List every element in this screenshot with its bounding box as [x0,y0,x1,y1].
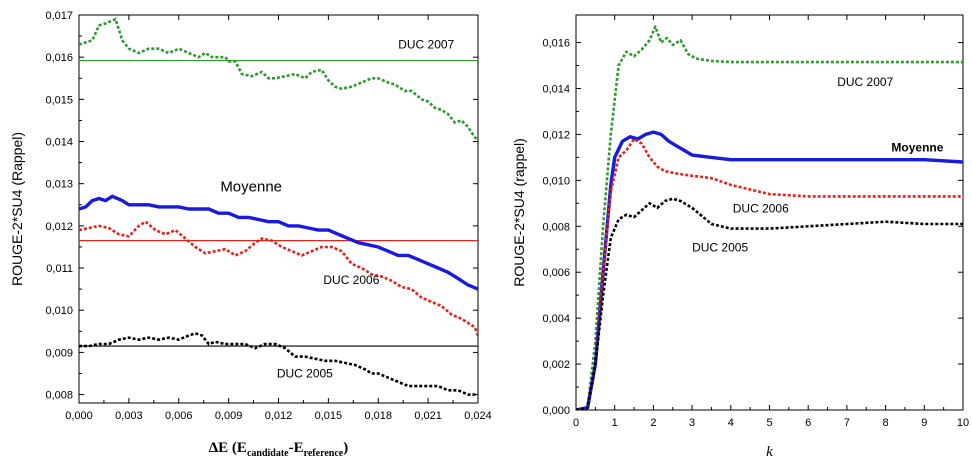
y-tick-label: 0,008 [542,221,570,233]
series-annotation: Moyenne [220,178,282,195]
x-tick-label: 0,006 [165,410,193,422]
series-annotation: DUC 2006 [733,202,789,216]
y-axis-label: ROUGE-2*SU4 (Rappel) [9,132,25,286]
y-tick-label: 0,010 [542,175,570,187]
series-annotation: DUC 2005 [692,241,748,255]
x-tick-label: 2 [650,417,656,429]
x-tick-label: 4 [728,417,734,429]
y-tick-label: 0,009 [45,347,73,359]
x-tick-label: 3 [689,417,695,429]
y-tick-label: 0,012 [45,221,73,233]
x-tick-label: 5 [766,417,772,429]
series-annotation: DUC 2007 [837,75,893,89]
y-tick-label: 0,008 [45,390,73,402]
y-tick-label: 0,015 [45,94,73,106]
x-tick-label: 8 [883,417,889,429]
y-tick-label: 0,006 [542,267,570,279]
series-line-duc-2006 [79,220,478,336]
y-tick-label: 0,014 [45,137,73,149]
x-tick-label: 0,012 [265,410,293,422]
y-tick-label: 0,010 [45,305,73,317]
series-line-duc-2007 [79,17,478,141]
series-line-duc-2006 [576,137,963,410]
x-tick-label: 0,009 [215,410,243,422]
y-axis-label: ROUGE-2*SU4 (rappel) [511,138,527,287]
y-tick-label: 0,004 [542,313,570,325]
series-line-duc-2007 [576,25,963,410]
series-line-duc-2005 [576,197,963,410]
y-tick-label: 0,014 [542,83,570,95]
x-tick-label: 0 [573,417,579,429]
x-tick-label: 6 [805,417,811,429]
series-annotation: Moyenne [891,141,943,155]
y-tick-label: 0,017 [45,10,73,22]
x-tick-label: 10 [957,417,969,429]
series-annotation: DUC 2006 [323,273,379,287]
x-tick-label: 0,003 [115,410,143,422]
series-annotation: DUC 2005 [277,367,333,381]
y-tick-label: 0,011 [46,263,73,275]
y-tick-label: 0,016 [45,52,73,64]
series-annotation: DUC 2007 [398,38,454,52]
x-tick-label: 0,000 [65,410,93,422]
x-tick-label: 7 [844,417,850,429]
x-tick-label: 1 [612,417,618,429]
x-tick-label: 9 [921,417,927,429]
y-tick-label: 0,002 [542,359,570,371]
series-line-moyenne [79,194,478,291]
x-axis-label: ΔE (Ecandidate-Ereference) [209,440,348,459]
y-tick-label: 0,000 [542,405,570,417]
plot-frame [78,14,479,404]
y-tick-label: 0,012 [542,129,570,141]
x-tick-label: 0,015 [315,410,343,422]
y-tick-label: 0,016 [542,38,570,50]
y-tick-label: 0,013 [45,179,73,191]
chart-left: 0,000 0,003 0,006 0,009 0,012 0,015 0,018 0,021… [9,10,492,459]
x-tick-label: 0,021 [414,410,442,422]
series-line-duc-2005 [79,332,478,396]
series-line-moyenne [576,130,963,410]
chart-right: 0 1 2 3 4 5 6 7 8 9 10 0,000 0,002 0,004 0,006 0,008 0,0… [511,14,969,460]
x-tick-label: 0,018 [364,410,392,422]
x-tick-label: 0,024 [464,410,492,422]
x-axis-label: k [766,444,773,460]
